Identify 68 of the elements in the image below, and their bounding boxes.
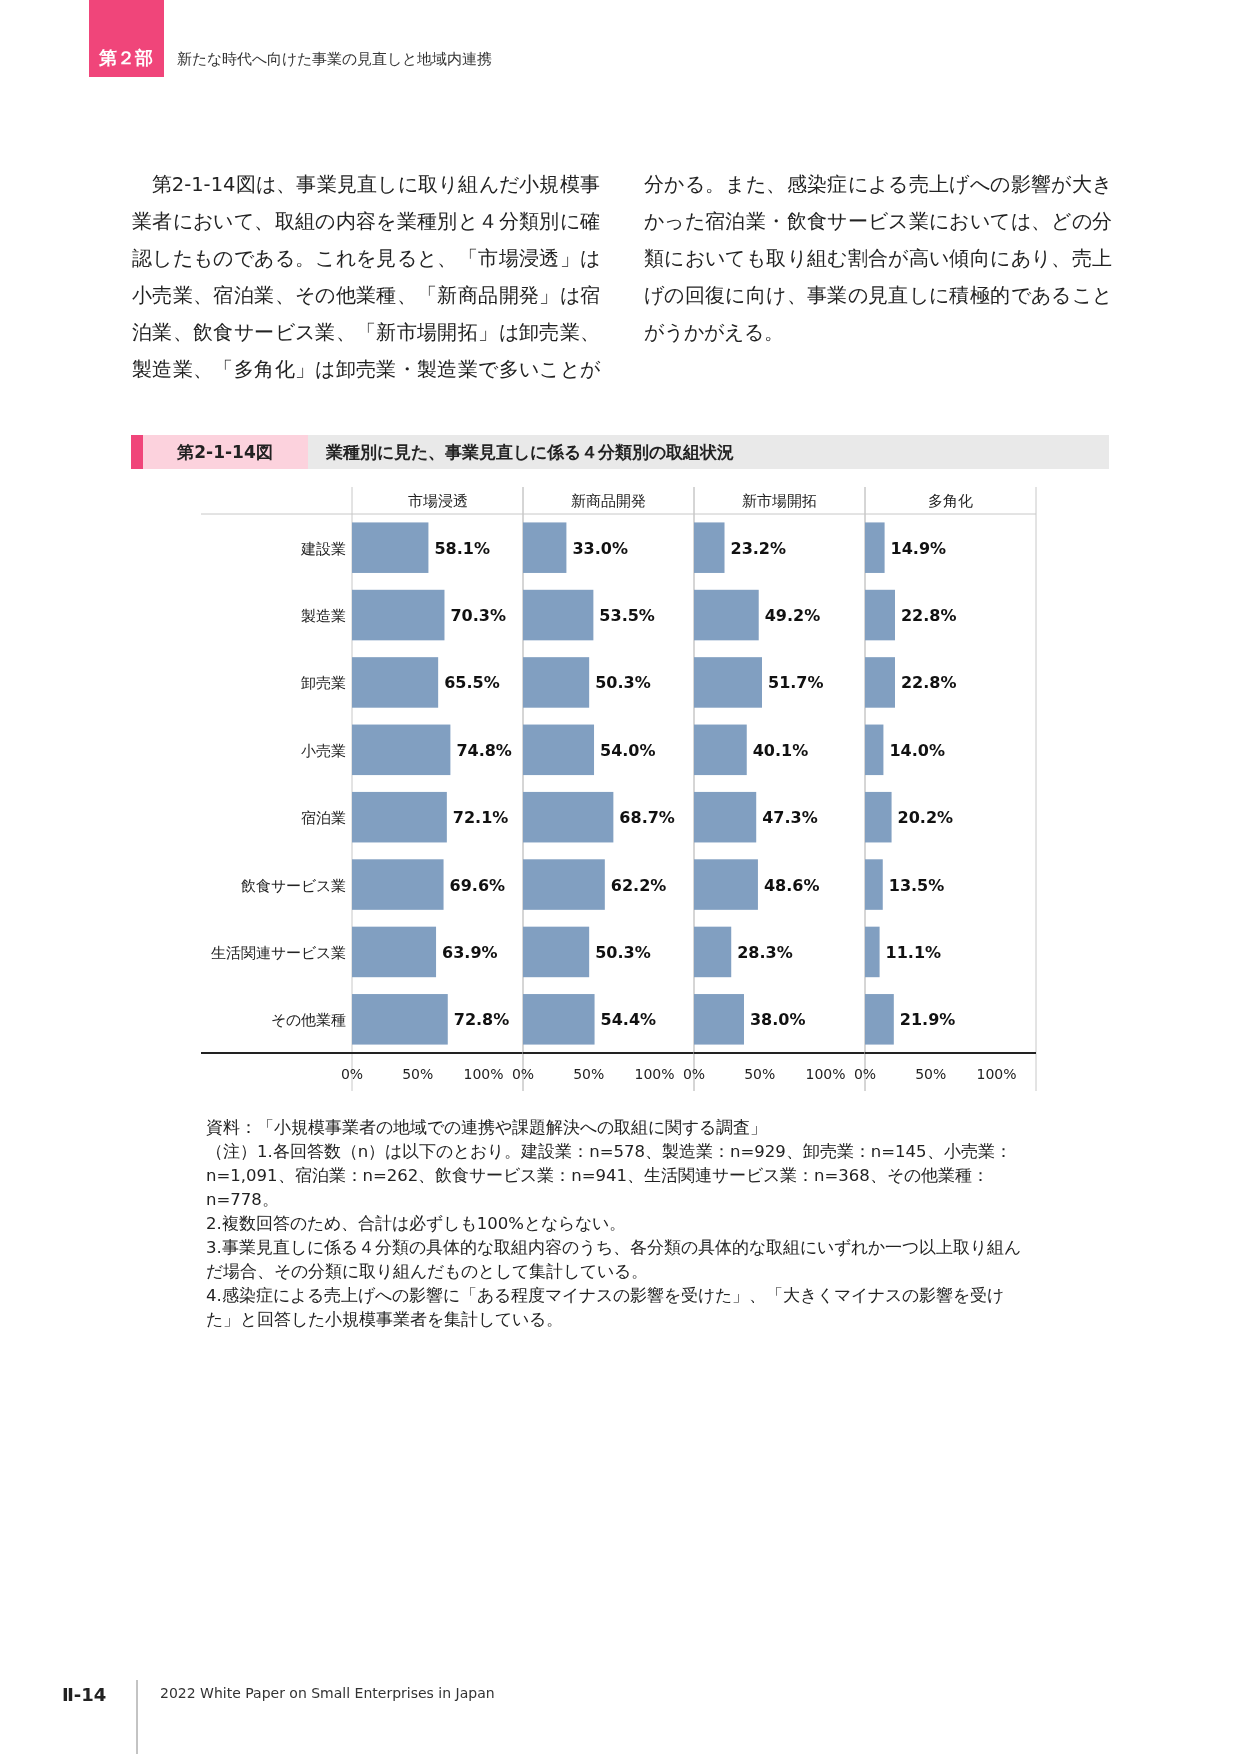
y-tick-label: 宿泊業 (301, 809, 346, 828)
data-label: 53.5% (599, 606, 655, 626)
data-label: 65.5% (444, 673, 500, 693)
text: 3.事業見直しに係る４分類の具体的な取組内容のうち、各分類の具体的な取組にいずれか一つ以上取り組んだ場合、その分類に取り組んだものとして集計している。 (206, 1237, 1022, 1283)
x-tick-label: 100% (463, 1066, 504, 1082)
data-label: 49.2% (764, 606, 821, 626)
data-label: 50.3% (595, 673, 651, 693)
x-tick-label: 50% (402, 1066, 434, 1082)
text: 2.複数回答のため、合計は必ずしも100%とならない。 (206, 1213, 627, 1235)
text: 資料：「小規模事業者の地域での連携や課題解決への取組に関する調査」 (206, 1117, 768, 1139)
x-tick-label: 100% (976, 1066, 1017, 1082)
text: 第2-1-14図は、事業見直しに取り組んだ小規模事業者において、取組の内容を業種別と４分類別に確認したものである。これを見ると、「市場浸透」は小売業、宿泊業、その他業種、「新商品開発」は宿泊業、飲食サービス業、「新市場開拓」は卸売業、製造業、「多角化」は卸売業・製造業で多いことが分かる。また、感染症による売上げへの影響が大きかった宿泊業・飲食サービス業においては、どの分類においても取り組む割合が高い傾向にあり、売上げの回復に向け、事業の見直しに積極的であることがうかがえる。 (132, 173, 1113, 381)
x-tick-label: 0% (511, 1066, 535, 1082)
y-tick-label: 飲食サービス業 (241, 876, 346, 895)
data-label: 58.1% (434, 538, 490, 558)
data-label: 23.2% (730, 538, 787, 558)
text: 2022 White Paper on Small Enterprises in Japan (160, 1685, 495, 1701)
chart-title: 市場浸透 (407, 492, 468, 510)
text: 第2-1-14図 (176, 442, 273, 462)
data-label: 14.0% (889, 740, 945, 760)
data-label: 51.7% (768, 673, 824, 693)
data-label: 13.5% (888, 875, 945, 895)
x-tick-label: 0% (853, 1066, 877, 1082)
x-tick-label: 50% (915, 1066, 947, 1082)
y-tick-label: 製造業 (301, 607, 346, 626)
chart-title: 新市場開拓 (742, 492, 817, 510)
data-label: 22.8% (900, 673, 957, 693)
x-tick-label: 100% (634, 1066, 675, 1082)
text: （注）1.各回答数（n）は以下のとおり。建設業：n=578、製造業：n=929、卸売業：n=145、小売業：n=1,091、宿泊業：n=262、飲食サービス業：n=941、生活関連サービス業：n=368、その他業種：n=778。 (206, 1141, 1013, 1211)
y-tick-label: 建設業 (300, 539, 346, 558)
data-label: 20.2% (897, 808, 954, 828)
x-tick-label: 50% (573, 1066, 605, 1082)
data-label: 47.3% (762, 808, 818, 828)
data-label: 54.0% (600, 740, 656, 760)
data-label: 54.4% (600, 1010, 657, 1030)
data-label: 38.0% (749, 1010, 806, 1030)
text: 新たな時代へ向けた事業の見直しと地域内連携 (177, 50, 492, 68)
y-tick-label: 生活関連サービス業 (211, 943, 346, 962)
data-label: 70.3% (450, 606, 506, 626)
text: 4.感染症による売上げへの影響に「ある程度マイナスの影響を受けた」、「大きくマイナスの影響を受けた」と回答した小規模事業者を集計している。 (206, 1285, 1005, 1331)
data-label: 21.9% (899, 1010, 956, 1030)
text: 第２部 (98, 47, 153, 68)
data-label: 69.6% (449, 875, 506, 895)
data-label: 63.9% (442, 942, 498, 962)
data-label: 48.6% (763, 875, 820, 895)
data-label: 72.8% (453, 1010, 510, 1030)
x-tick-label: 0% (340, 1066, 364, 1082)
chart-title: 新商品開発 (571, 492, 646, 510)
text: 業種別に見た、事業見直しに係る４分類別の取組状況 (325, 442, 734, 462)
data-label: 68.7% (619, 808, 675, 828)
x-tick-label: 0% (682, 1066, 706, 1082)
data-label: 62.2% (610, 875, 667, 895)
y-tick-label: 小売業 (301, 741, 346, 760)
data-label: 11.1% (885, 942, 942, 962)
y-tick-label: その他業種 (271, 1011, 346, 1030)
data-label: 28.3% (737, 942, 793, 962)
data-label: 50.3% (595, 942, 651, 962)
data-label: 14.9% (890, 538, 947, 558)
y-tick-label: 卸売業 (301, 674, 346, 693)
data-label: 40.1% (752, 740, 809, 760)
data-label: 33.0% (572, 538, 628, 558)
data-label: 22.8% (900, 606, 957, 626)
data-label: 72.1% (452, 808, 509, 828)
data-label: 74.8% (456, 740, 512, 760)
chart-title: 多角化 (928, 492, 973, 510)
x-tick-label: 50% (744, 1066, 776, 1082)
text: Ⅱ-14 (62, 1684, 107, 1705)
x-tick-label: 100% (805, 1066, 846, 1082)
